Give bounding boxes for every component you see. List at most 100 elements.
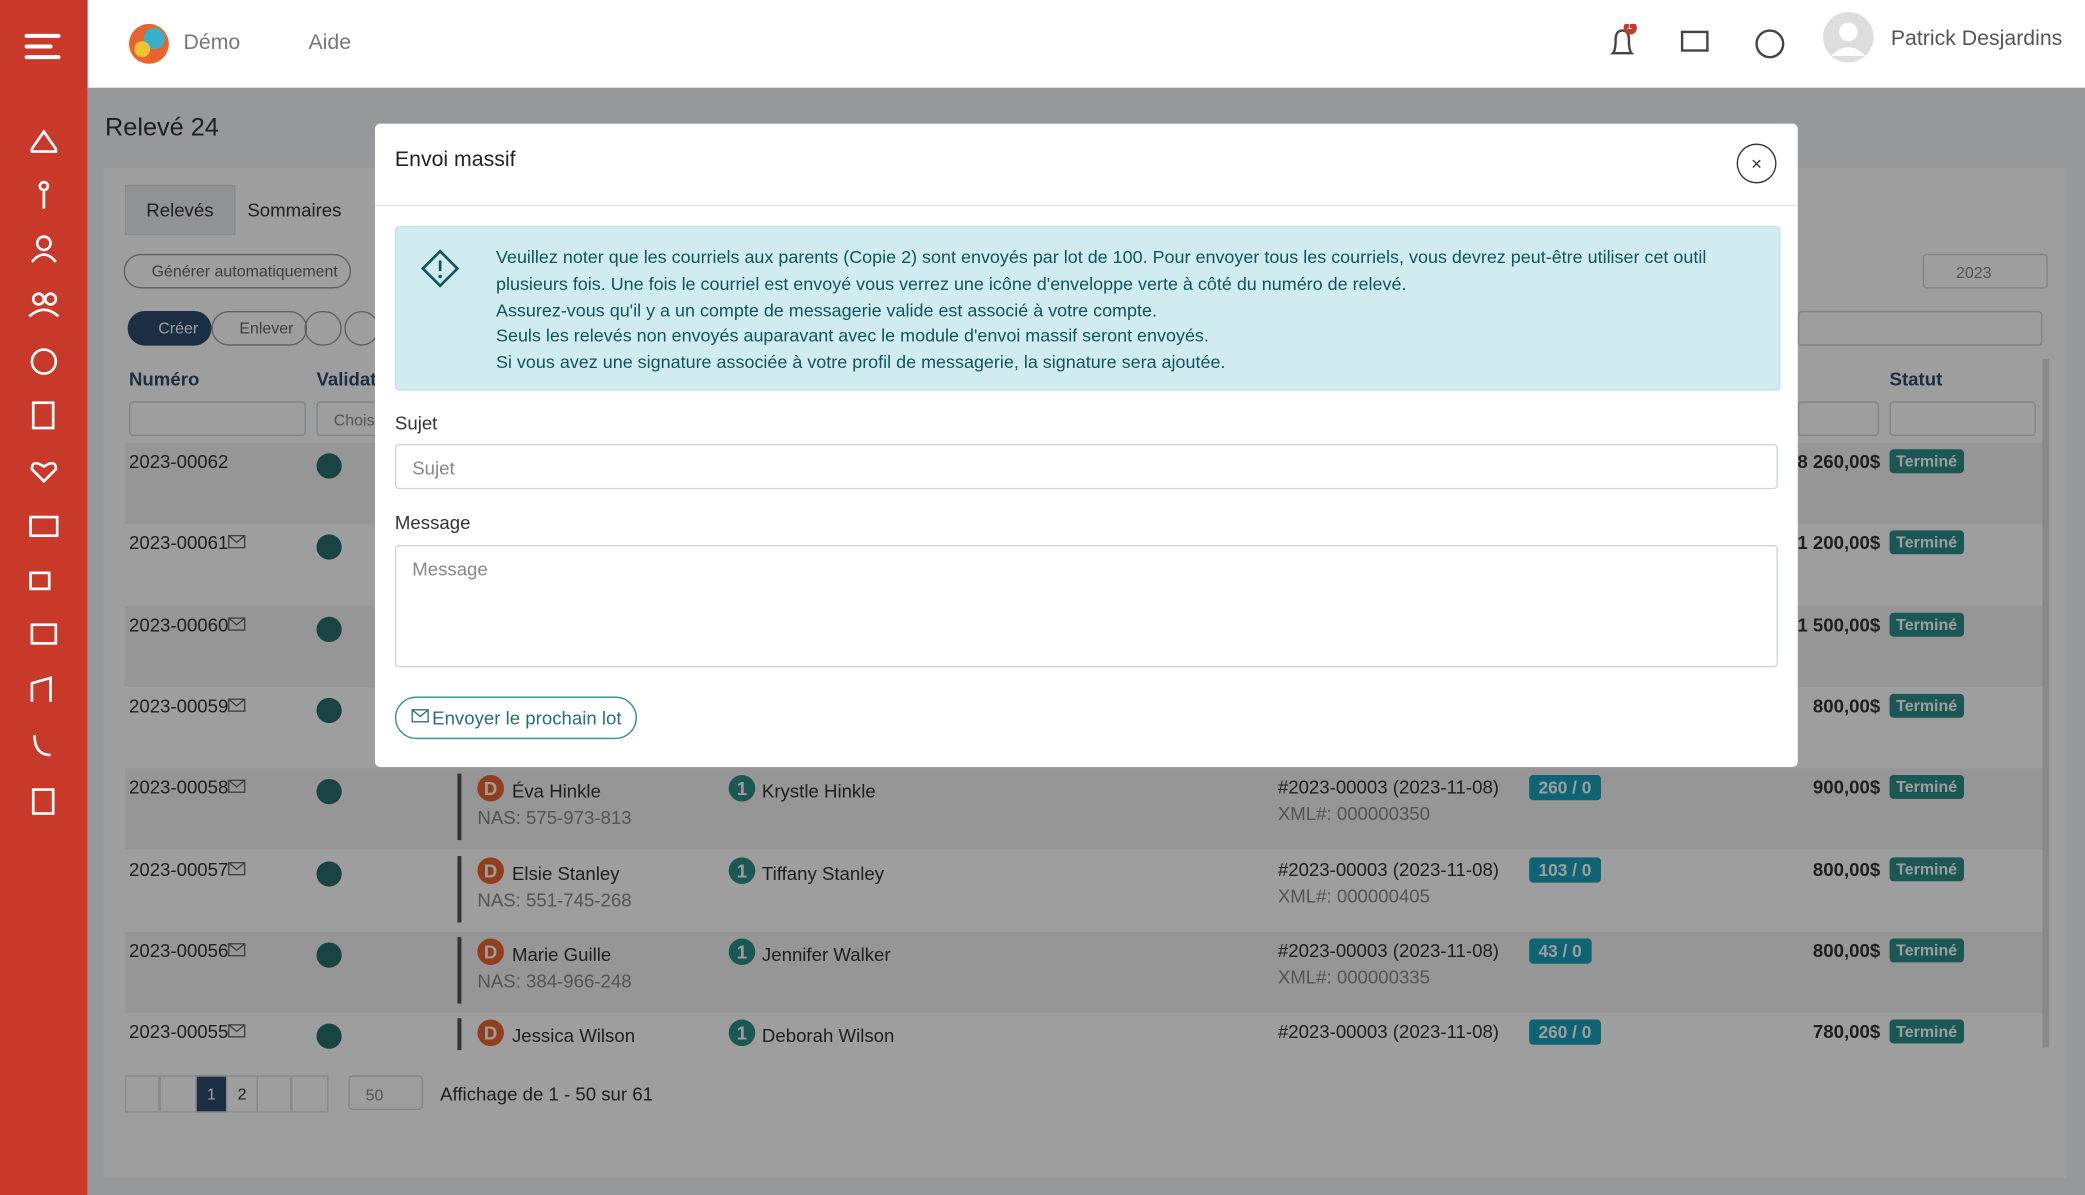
- page-size[interactable]: 50: [348, 1075, 423, 1110]
- modal-title: Envoi massif: [394, 148, 516, 172]
- status-badge: Terminé: [1889, 612, 1964, 637]
- amount: 800,00$: [1812, 695, 1881, 717]
- header-icons: [1610, 23, 1785, 59]
- sent-icon: [228, 1024, 246, 1038]
- column-header[interactable]: Statut: [1889, 368, 1943, 390]
- parent-badge: D: [477, 856, 504, 884]
- brand-menu[interactable]: Démo: [183, 31, 241, 55]
- parent-badge: D: [477, 1019, 504, 1047]
- sent-icon: [228, 779, 246, 794]
- sent-icon: [228, 616, 246, 631]
- column-header[interactable]: Validati: [316, 368, 382, 390]
- parent-name: Elsie Stanley: [511, 862, 620, 884]
- parent-name: Marie Guille: [511, 943, 612, 965]
- tab[interactable]: Relevés: [124, 184, 235, 236]
- divider-bar: [457, 773, 462, 841]
- filter-input[interactable]: [128, 401, 306, 436]
- child-badge: 1: [728, 775, 756, 802]
- validated-check: [316, 942, 342, 968]
- child-badge: 1: [728, 856, 756, 884]
- record-number[interactable]: 2023-00060: [128, 613, 229, 635]
- year-select[interactable]: 2023: [1922, 253, 2048, 289]
- help-menu[interactable]: Aide: [308, 31, 352, 55]
- count-badge: 260 / 0: [1529, 775, 1601, 801]
- alert-icon: [420, 249, 460, 288]
- send-button[interactable]: Envoyer le prochain lot: [394, 696, 638, 740]
- parent-badge: D: [477, 775, 504, 802]
- user-name[interactable]: Patrick Desjardins: [1890, 27, 2063, 51]
- row: [124, 1013, 2043, 1095]
- close-button[interactable]: ×: [1736, 143, 1777, 184]
- record-number[interactable]: 2023-00055: [128, 1020, 229, 1043]
- scrollbar: [2042, 358, 2050, 1048]
- amount: 900,00$: [1812, 776, 1881, 798]
- count-badge: 260 / 0: [1529, 1019, 1601, 1045]
- page-info: Affichage de 1 - 50 sur 61: [440, 1083, 653, 1105]
- record-number[interactable]: 2023-00057: [128, 858, 229, 880]
- amount: 800,00$: [1812, 858, 1881, 880]
- status-badge: Terminé: [1889, 856, 1964, 881]
- nas: NAS: 575-973-813: [477, 807, 632, 829]
- alert-line: Seuls les relevés non envoyés auparavant…: [495, 326, 1209, 347]
- amount: 800,00$: [1812, 939, 1881, 961]
- validated-check: [316, 697, 342, 723]
- parent-name: Jessica Wilson: [511, 1024, 636, 1047]
- header: Démo Aide 1 Patrick Desjardins: [87, 0, 2085, 90]
- xml-number: XML#: 000000350: [1277, 803, 1431, 825]
- reference: #2023-00003 (2023-11-08): [1277, 939, 1500, 961]
- alert-line: Veuillez noter que les courriels aux par…: [495, 247, 1707, 294]
- sidebar-icons: [24, 33, 61, 815]
- xml-number: XML#: 000000335: [1277, 966, 1431, 988]
- reference: #2023-00003 (2023-11-08): [1277, 1020, 1500, 1043]
- create-button[interactable]: Créer: [127, 311, 212, 346]
- validated-check: [316, 860, 342, 886]
- child-badge: 1: [728, 1019, 756, 1047]
- divider: [374, 204, 1798, 207]
- parent-name: Éva Hinkle: [511, 780, 601, 802]
- alert: Veuillez noter que les courriels aux par…: [394, 225, 1781, 391]
- notification-count: 1: [1626, 19, 1633, 32]
- row: [124, 931, 2043, 1013]
- subject-label: Sujet: [394, 412, 438, 434]
- divider-bar: [457, 936, 462, 1004]
- filter-input[interactable]: [1889, 401, 2036, 436]
- record-number[interactable]: 2023-00058: [128, 776, 229, 798]
- message-input[interactable]: Message: [394, 544, 1778, 668]
- record-number[interactable]: 2023-00056: [128, 939, 229, 961]
- xml-number: XML#: 000000405: [1277, 884, 1431, 906]
- reference: #2023-00003 (2023-11-08): [1277, 776, 1500, 798]
- search-input[interactable]: [1797, 311, 2043, 346]
- sidebar: [0, 0, 88, 1195]
- sent-icon: [228, 861, 246, 875]
- page-first[interactable]: [124, 1075, 160, 1113]
- reference: #2023-00003 (2023-11-08): [1277, 858, 1500, 880]
- column-header[interactable]: Numéro: [128, 368, 200, 390]
- status-badge: Terminé: [1889, 530, 1964, 555]
- filter-input[interactable]: Choisi: [316, 401, 383, 436]
- tab[interactable]: Sommaires: [247, 199, 342, 221]
- record-number[interactable]: 2023-00059: [128, 695, 229, 717]
- page-button[interactable]: 1: [195, 1075, 228, 1113]
- avatar[interactable]: [1823, 11, 1874, 63]
- validated-check: [316, 779, 342, 805]
- generate-button[interactable]: Générer automatiquement: [123, 253, 352, 289]
- page-last[interactable]: [291, 1075, 329, 1113]
- record-number[interactable]: 2023-00061: [128, 532, 229, 554]
- child-name: Krystle Hinkle: [761, 780, 876, 802]
- divider-bar: [457, 1018, 462, 1051]
- page-next[interactable]: [256, 1075, 292, 1113]
- mail-icon: [411, 709, 429, 723]
- sent-icon: [228, 942, 246, 957]
- subject-input[interactable]: Sujet: [394, 443, 1778, 490]
- refresh-button[interactable]: [304, 311, 342, 346]
- validated-check: [316, 453, 342, 479]
- alert-line: Si vous avez une signature associée à vo…: [495, 352, 1226, 373]
- row: [124, 768, 2043, 850]
- nas: NAS: 551-745-268: [477, 888, 632, 910]
- logo: [128, 23, 169, 64]
- record-number[interactable]: 2023-00062: [128, 450, 229, 472]
- status-badge: Terminé: [1889, 775, 1964, 800]
- filter-input[interactable]: [1797, 401, 1879, 436]
